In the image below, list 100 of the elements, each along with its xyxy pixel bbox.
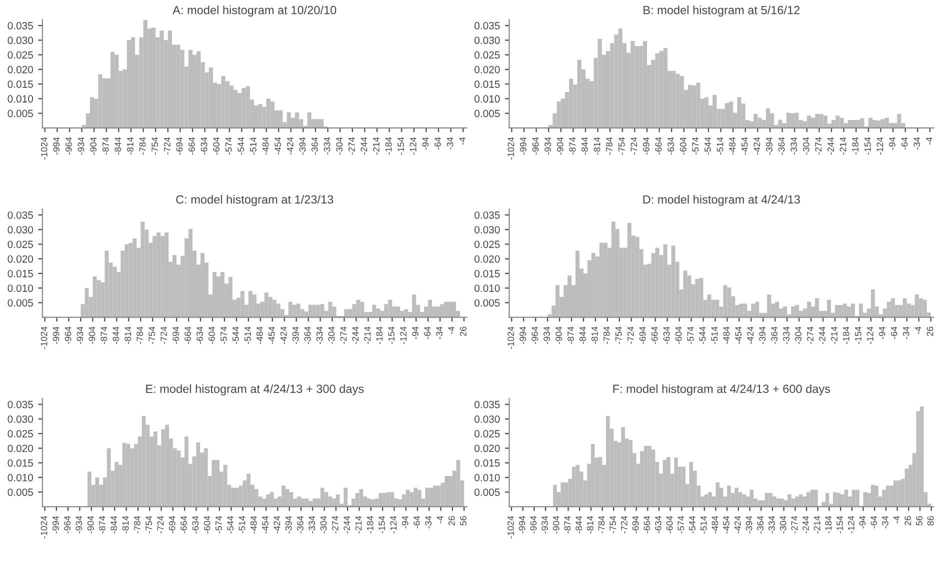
x-tick-label: 26: [448, 516, 455, 526]
x-tick-label: -34: [425, 516, 432, 528]
chart-title: C: model histogram at 1/23/13: [176, 194, 334, 206]
x-tick-label: -874: [564, 516, 571, 534]
x-tick-label: -514: [716, 137, 724, 155]
x-tick-label: -964: [66, 137, 72, 155]
y-tick-label: 0.010: [8, 95, 33, 103]
x-tick-label: -34: [902, 326, 910, 339]
x-tick-label: -94: [859, 516, 866, 528]
x-tick-label: -544: [232, 326, 239, 344]
y-tick-label: 0.005: [474, 110, 500, 118]
x-tick-label: -994: [52, 326, 60, 344]
x-tick-label: -844: [576, 516, 582, 534]
y-tick-label: 0.010: [8, 284, 33, 292]
x-tick-label: -994: [520, 326, 526, 344]
x-tick-label: -814: [586, 516, 594, 534]
x-tick-label: -724: [627, 326, 634, 344]
chart-title: F: model histogram at 4/24/13 + 600 days: [613, 384, 830, 396]
x-tick-label: -664: [180, 516, 187, 534]
y-tick-label: 0.025: [474, 430, 500, 438]
y-tick-label: 0.035: [8, 211, 33, 219]
x-tick-label: -904: [556, 326, 562, 344]
x-tick-label: -454: [274, 137, 282, 155]
x-tick-label: -844: [582, 137, 588, 155]
x-tick-label: -424: [286, 137, 294, 155]
x-tick-label: -184: [842, 326, 850, 344]
x-tick-label: -304: [328, 326, 335, 344]
x-tick-label: -1024: [40, 326, 48, 350]
x-tick-label: -874: [100, 326, 108, 344]
x-tick-label: -244: [802, 516, 809, 534]
x-tick-label: -784: [603, 326, 610, 344]
chart-title: E: model histogram at 4/24/13 + 300 days: [146, 384, 364, 396]
x-tick-label: -664: [655, 137, 662, 155]
x-tick-label: -364: [304, 326, 311, 344]
x-tick-label: -814: [122, 516, 129, 534]
x-tick-label: -964: [532, 326, 538, 344]
x-tick-label: -394: [759, 326, 766, 344]
x-tick-label: -814: [124, 326, 132, 344]
x-tick-label: -394: [299, 137, 306, 155]
x-tick-label: 26: [926, 326, 934, 336]
x-tick-label: -304: [795, 326, 802, 344]
x-tick-label: -334: [308, 516, 316, 534]
x-tick-label: -4: [893, 516, 900, 524]
x-tick-label: -124: [876, 137, 884, 155]
chart-title: A: model histogram at 10/20/10: [172, 6, 336, 17]
x-tick-label: -424: [747, 326, 754, 344]
x-tick-label: -484: [723, 326, 730, 344]
x-tick-label: -904: [90, 137, 97, 155]
x-tick-label: -484: [712, 516, 718, 534]
x-tick-label: -64: [901, 137, 908, 150]
x-tick-label: 56: [460, 516, 466, 526]
x-tick-label: -154: [398, 137, 404, 155]
x-tick-label: -514: [250, 137, 256, 155]
x-tick-label: -1024: [508, 326, 514, 350]
x-tick-label: -604: [675, 326, 682, 344]
x-tick-label: -394: [766, 137, 772, 155]
x-tick-label: -784: [606, 137, 613, 155]
x-tick-label: -304: [780, 516, 786, 534]
x-tick-label: -184: [376, 326, 383, 344]
x-tick-label: -244: [352, 326, 359, 344]
x-tick-label: -64: [424, 326, 430, 339]
x-tick-label: -574: [687, 326, 694, 344]
x-tick-label: -154: [855, 326, 862, 344]
x-tick-label: -454: [262, 516, 268, 534]
x-tick-label: -664: [184, 326, 191, 344]
x-tick-label: -724: [160, 326, 167, 344]
x-tick-label: -274: [332, 516, 338, 534]
x-tick-label: -274: [791, 516, 798, 534]
y-tick-label: 0.030: [8, 415, 33, 423]
x-tick-label: -664: [644, 516, 650, 534]
x-tick-label: -934: [78, 137, 84, 155]
x-tick-label: -34: [446, 137, 454, 150]
x-tick-label: -184: [366, 516, 374, 534]
x-tick-label: -784: [136, 326, 144, 344]
x-tick-label: -4: [436, 516, 444, 524]
x-tick-label: -964: [530, 516, 537, 534]
x-tick-label: -454: [723, 516, 730, 534]
x-tick-label: -724: [157, 516, 164, 534]
x-tick-label: -454: [268, 326, 275, 344]
x-tick-label: -154: [388, 326, 395, 344]
x-tick-label: -754: [152, 137, 158, 155]
x-tick-label: -724: [630, 137, 638, 155]
x-tick-label: -754: [616, 326, 622, 344]
x-tick-label: -214: [355, 516, 362, 534]
y-tick-label: 0.030: [8, 36, 33, 44]
x-tick-label: -94: [878, 326, 886, 339]
x-tick-label: -184: [385, 137, 392, 155]
x-tick-label: -994: [52, 516, 59, 534]
x-tick-label: -604: [666, 516, 673, 534]
y-tick-label: 0.005: [8, 110, 33, 118]
x-tick-label: -484: [256, 326, 263, 344]
x-tick-label: -364: [771, 326, 778, 344]
x-tick-label: -844: [110, 516, 118, 534]
x-tick-label: -1024: [508, 137, 514, 160]
x-tick-label: -604: [680, 137, 686, 155]
chart-title: B: model histogram at 5/16/12: [644, 6, 800, 17]
x-tick-label: -484: [250, 516, 257, 534]
x-tick-label: -784: [134, 516, 140, 534]
y-tick-label: 0.025: [8, 51, 33, 59]
x-tick-label: -574: [220, 326, 227, 344]
